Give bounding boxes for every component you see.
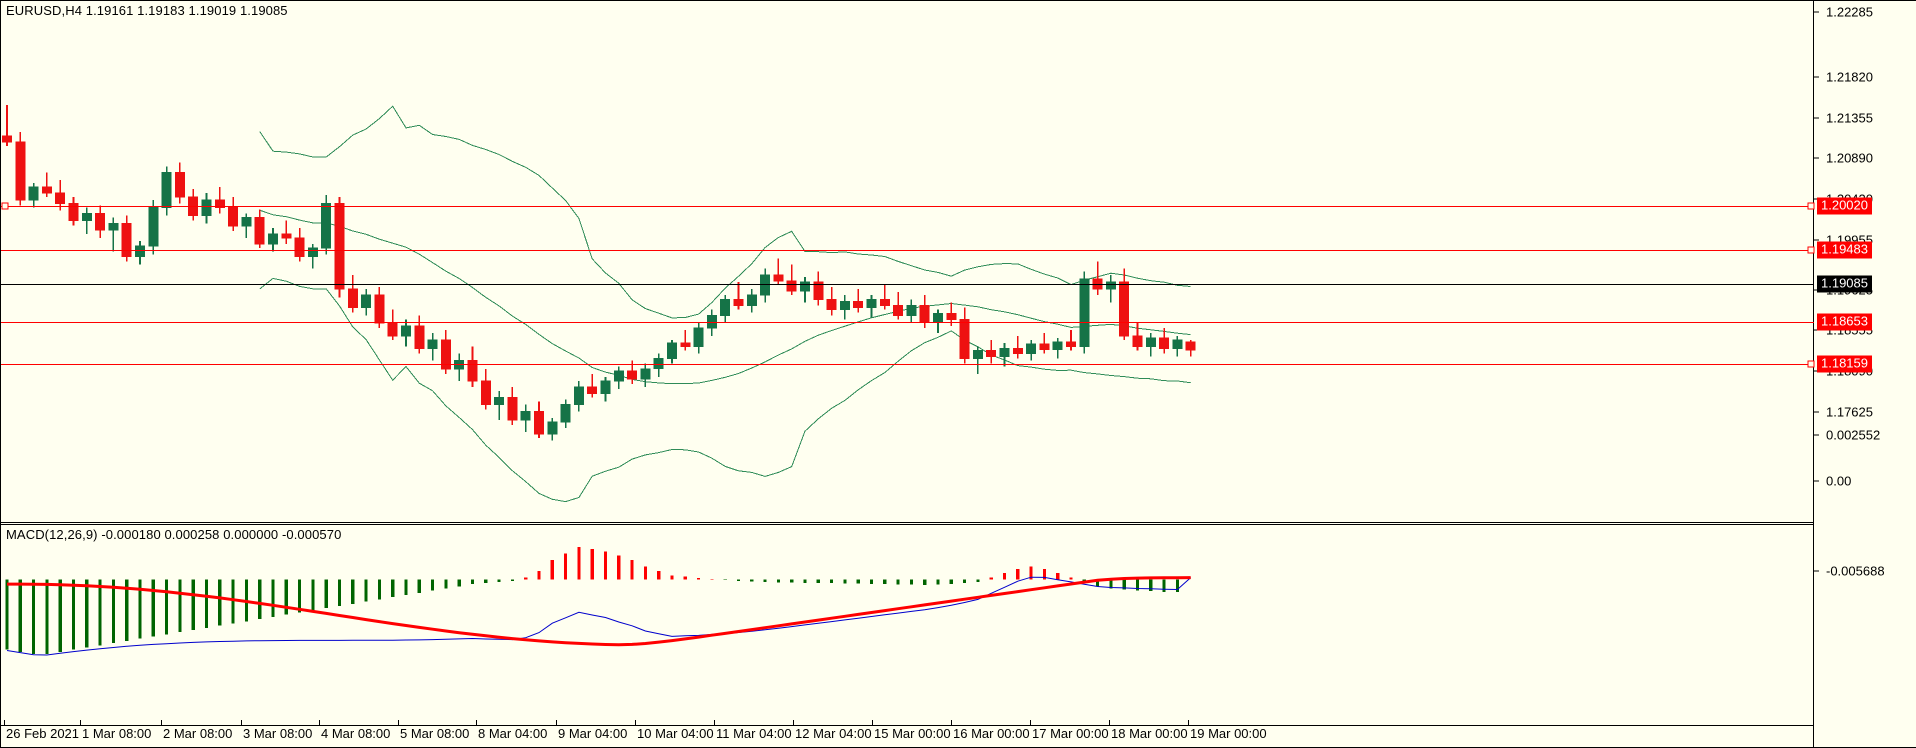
- time-axis-label: 10 Mar 04:00: [637, 726, 714, 741]
- pane-separator-lower: [0, 524, 1814, 525]
- macd-chart-svg: [5, 546, 1192, 656]
- horizontal-level-line[interactable]: [1, 364, 1814, 365]
- price-axis-tick-mark: [1814, 370, 1819, 372]
- price-axis-tick-mark: [1814, 117, 1819, 119]
- time-axis-tick-mark: [1188, 720, 1189, 726]
- time-axis-label: 11 Mar 04:00: [716, 726, 792, 741]
- level-line-handle-left[interactable]: [1, 202, 9, 210]
- time-axis-tick-mark: [793, 720, 794, 726]
- time-axis-label: 8 Mar 04:00: [478, 726, 548, 741]
- time-axis-label: 19 Mar 00:00: [1190, 726, 1267, 741]
- price-axis-tick-label: 1.20890: [1826, 150, 1873, 166]
- time-axis-tick-mark: [951, 720, 952, 726]
- price-axis-tick-label: 1.21355: [1826, 110, 1873, 126]
- macd-indicator-pane[interactable]: [1, 524, 1813, 704]
- price-chart-pane[interactable]: [1, 1, 1813, 522]
- price-level-tag[interactable]: 1.19483: [1817, 241, 1872, 259]
- time-axis-label: 1 Mar 08:00: [82, 726, 152, 741]
- time-axis-label: 2 Mar 08:00: [163, 726, 233, 741]
- time-axis-tick-mark: [476, 720, 477, 726]
- time-axis-label: 15 Mar 00:00: [874, 726, 951, 741]
- time-axis-separator: [0, 725, 1814, 726]
- time-axis-tick-mark: [872, 720, 873, 726]
- price-axis[interactable]: 1.222851.218201.213551.208901.204201.199…: [1814, 0, 1916, 748]
- price-axis-tick-mark: [1814, 289, 1819, 291]
- time-axis-tick-mark: [635, 720, 636, 726]
- current-price-line[interactable]: [1, 284, 1814, 285]
- macd-indicator-label: MACD(12,26,9) -0.000180 0.000258 0.00000…: [6, 527, 342, 542]
- pane-separator-upper: [0, 522, 1814, 523]
- level-line-handle[interactable]: [1807, 360, 1815, 368]
- time-axis-tick-mark: [4, 720, 5, 726]
- time-axis-tick-mark: [1109, 720, 1110, 726]
- time-axis-label: 16 Mar 00:00: [953, 726, 1030, 741]
- time-axis-label: 5 Mar 08:00: [400, 726, 470, 741]
- price-axis-tick-mark: [1814, 239, 1819, 241]
- macd-axis-tick-label: 0.002552: [1826, 427, 1881, 443]
- time-axis-label: 12 Mar 04:00: [795, 726, 872, 741]
- price-axis-tick-label: 1.17625: [1826, 404, 1873, 420]
- time-axis-label: 18 Mar 00:00: [1111, 726, 1188, 741]
- level-line-handle[interactable]: [1807, 246, 1815, 254]
- price-axis-divider: [1813, 0, 1814, 748]
- time-axis-tick-mark: [161, 720, 162, 726]
- macd-axis-tick-mark: [1814, 570, 1819, 572]
- price-axis-tick-mark: [1814, 11, 1819, 13]
- macd-axis-tick-label: 0.00: [1826, 473, 1852, 489]
- price-chart-svg: [2, 105, 1196, 503]
- time-axis-label: 17 Mar 00:00: [1032, 726, 1109, 741]
- time-axis-tick-mark: [80, 720, 81, 726]
- time-axis-tick-mark: [556, 720, 557, 726]
- price-level-tag[interactable]: 1.18159: [1817, 355, 1872, 373]
- price-axis-tick-mark: [1814, 198, 1819, 200]
- horizontal-level-line[interactable]: [1, 322, 1814, 323]
- price-axis-tick-label: 1.21820: [1826, 69, 1873, 85]
- window-border-top: [0, 0, 1916, 1]
- horizontal-level-line[interactable]: [1, 250, 1814, 251]
- macd-axis-tick-mark: [1814, 434, 1819, 436]
- price-axis-tick-mark: [1814, 76, 1819, 78]
- time-axis[interactable]: 26 Feb 2021 1 Mar 08:00 2 Mar 08:00 3 Mar 0…: [0, 720, 1814, 748]
- level-line-handle[interactable]: [1807, 202, 1815, 210]
- time-axis-tick-mark: [398, 720, 399, 726]
- price-axis-tick-mark: [1814, 411, 1819, 413]
- time-axis-label: 3 Mar 08:00: [243, 726, 313, 741]
- time-axis-tick-mark: [714, 720, 715, 726]
- time-axis-tick-mark: [241, 720, 242, 726]
- time-axis-tick-mark: [319, 720, 320, 726]
- macd-axis-tick-label: -0.005688: [1826, 563, 1885, 579]
- time-axis-label: 4 Mar 08:00: [321, 726, 391, 741]
- horizontal-level-line[interactable]: [1, 206, 1814, 207]
- time-axis-label: 9 Mar 04:00: [558, 726, 628, 741]
- symbol-ohlc-label: EURUSD,H4 1.19161 1.19183 1.19019 1.1908…: [6, 3, 288, 18]
- price-level-tag[interactable]: 1.18653: [1817, 313, 1872, 331]
- window-border-left: [0, 0, 1, 748]
- price-axis-tick-mark: [1814, 157, 1819, 159]
- price-axis-tick-label: 1.22285: [1826, 4, 1873, 20]
- time-axis-label: 26 Feb 2021: [6, 726, 80, 741]
- price-axis-tick-mark: [1814, 329, 1819, 331]
- current-price-tag[interactable]: 1.19085: [1817, 275, 1872, 293]
- macd-axis-tick-mark: [1814, 480, 1819, 482]
- price-level-tag[interactable]: 1.20020: [1817, 197, 1872, 215]
- time-axis-tick-mark: [1030, 720, 1031, 726]
